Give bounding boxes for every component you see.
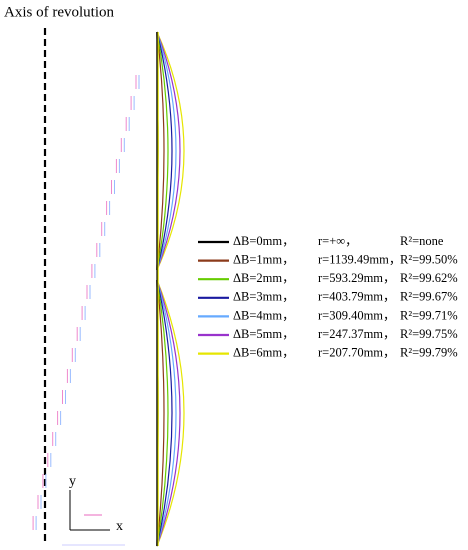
legend-delta: ΔB=4mm， <box>233 308 295 322</box>
legend-radius: r=309.40mm， <box>318 308 396 322</box>
legend-r2: R²=99.67% <box>400 290 458 304</box>
legend-r2: R²=none <box>400 234 444 248</box>
y-label: y <box>69 474 76 489</box>
scan-marks <box>32 75 140 546</box>
legend-delta: ΔB=1mm， <box>233 252 295 266</box>
legend-radius: r=+∞， <box>318 234 358 248</box>
legend-r2: R²=99.79% <box>400 345 458 359</box>
legend-radius: r=207.70mm， <box>318 345 396 359</box>
legend-r2: R²=99.50% <box>400 252 458 266</box>
legend-radius: r=593.29mm， <box>318 271 396 285</box>
legend-radius: r=247.37mm， <box>318 327 396 341</box>
legend-delta: ΔB=3mm， <box>233 290 295 304</box>
coordinate-indicator: y x <box>69 474 123 534</box>
profiles <box>156 31 185 547</box>
legend-delta: ΔB=5mm， <box>233 327 295 341</box>
legend-delta: ΔB=6mm， <box>233 345 295 359</box>
legend-radius: r=403.79mm， <box>318 290 396 304</box>
legend-r2: R²=99.62% <box>400 271 458 285</box>
x-label: x <box>116 519 123 534</box>
legend-radius: r=1139.49mm， <box>318 252 401 266</box>
profile-curve <box>156 31 177 271</box>
profile-curve <box>156 279 177 547</box>
legend-delta: ΔB=0mm， <box>233 234 295 248</box>
axis-label: Axis of revolution <box>4 4 114 20</box>
legend-delta: ΔB=2mm， <box>233 271 295 285</box>
legend-r2: R²=99.71% <box>400 308 458 322</box>
legend-r2: R²=99.75% <box>400 327 458 341</box>
